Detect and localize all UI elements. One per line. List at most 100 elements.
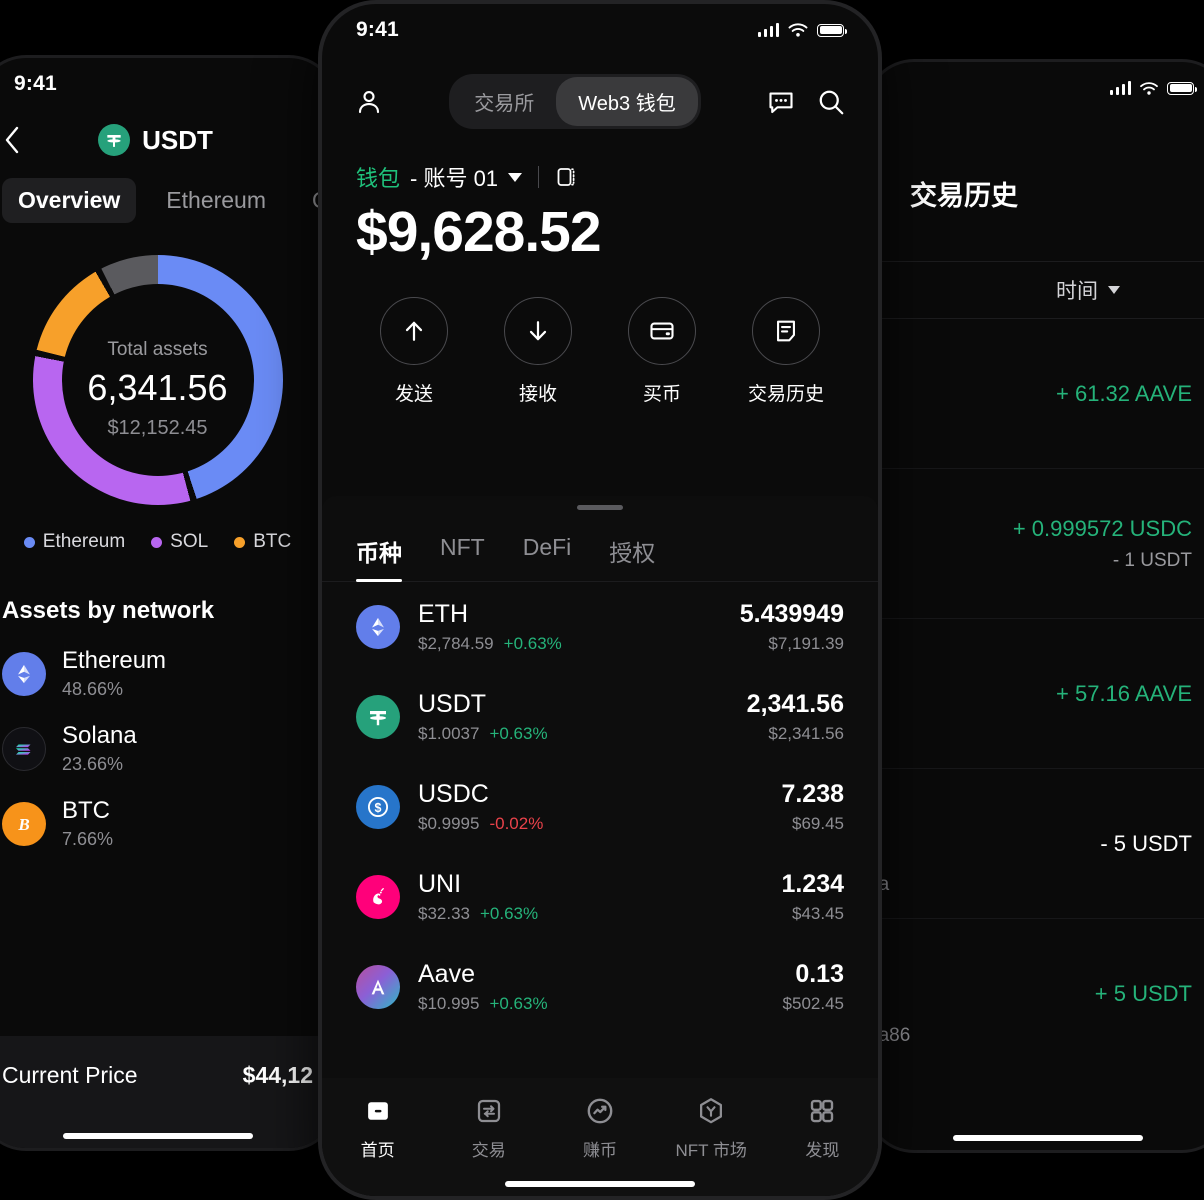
action-label: 接收 [518,384,557,405]
donut-ring [32,255,283,505]
center-header: 交易所 Web3 钱包 [322,56,878,135]
swap-icon [433,1092,544,1130]
nav-item-earn[interactable]: 赚币 [544,1092,655,1161]
token-amount: 7.238 [781,780,844,808]
home-icon [322,1092,433,1130]
tab-overview[interactable]: Overview [2,178,137,223]
transaction-row[interactable]: + 61.32 AAVE ) [868,319,1204,469]
left-phone: 9:41 USDT Overview Ethereum O Total asse… [0,58,335,1148]
signal-icon [1109,81,1131,95]
token-change: -0.02% [489,814,544,833]
donut-label: Total assets [107,339,208,360]
transaction-amount: + 5 USDT [1094,981,1192,1006]
nav-item-discover[interactable]: 发现 [767,1092,878,1161]
nft-icon [656,1092,767,1130]
token-change: +0.63% [489,994,548,1013]
nav-label: NFT 市场 [675,1141,747,1160]
nav-item-home[interactable]: 首页 [322,1092,433,1161]
arrow-down-icon [504,297,572,365]
token-info: Aave $10.995 +0.63% [418,960,765,1014]
battery-icon [1167,81,1197,95]
token-value: $2,341.56 [768,724,844,743]
time-filter[interactable]: 时间 [868,261,1204,319]
right-phone-screen: 交易历史 时间 + 61.32 AAVE ) + 0.999572 USDC -… [868,62,1204,1150]
legend-dot-btc [234,536,246,548]
segment-exchange[interactable]: 交易所 [474,93,535,115]
right-phone: 交易历史 时间 + 61.32 AAVE ) + 0.999572 USDC -… [868,62,1204,1150]
token-row-eth[interactable]: ETH $2,784.59 +0.63% 5.439949 $7,191.39 [322,582,878,672]
tab-approvals[interactable]: 授权 [609,540,656,566]
nav-item-nft-market[interactable]: NFT 市场 [656,1092,767,1161]
svg-text:B: B [17,815,29,834]
token-row-uni[interactable]: UNI $32.33 +0.63% 1.234 $43.45 [322,852,878,942]
transaction-sub: - 1 USDT [1112,549,1192,571]
token-row-usdc[interactable]: $ USDC $0.9995 -0.02% 7.238 $69.45 [322,762,878,852]
legend-item-ethereum: Ethereum [23,531,126,553]
chart-legend: Ethereum SOL BTC [0,531,335,553]
tab-ethereum[interactable]: Ethereum [166,187,267,213]
transaction-amount: + 57.16 AAVE [1056,680,1192,706]
network-row-btc[interactable]: B BTC 7.66% [0,775,335,850]
token-symbol: USDT [418,690,487,718]
token-price-row: $0.9995 -0.02% [418,814,763,834]
network-pct: 48.66% [62,679,124,699]
tab-defi[interactable]: DeFi [522,534,572,560]
copy-icon[interactable] [555,164,579,190]
transaction-row[interactable]: + 0.999572 USDC - 1 USDT [868,469,1204,619]
network-name: BTC [62,797,110,824]
bitcoin-icon: B [2,801,46,846]
token-holdings: 1.234 $43.45 [781,870,844,924]
left-tab-bar: Overview Ethereum O [0,156,335,223]
network-row-ethereum[interactable]: Ethereum 48.66% [0,625,335,700]
token-row-aave[interactable]: Aave $10.995 +0.63% 0.13 $502.45 [322,942,878,1032]
action-send[interactable]: 发送 [358,297,470,406]
wifi-icon [1140,81,1158,95]
transaction-hash: ba86 [868,1025,911,1046]
token-info: UNI $32.33 +0.63% [418,870,763,924]
chevron-down-icon[interactable] [508,172,523,182]
status-icons [757,22,847,38]
transaction-amount: - 5 USDT [1100,830,1192,856]
action-receive[interactable]: 接收 [482,297,594,406]
arrow-up-icon [380,297,448,365]
chevron-left-icon[interactable] [2,124,22,156]
network-info-solana: Solana 23.66% [62,722,137,775]
home-indicator [505,1181,695,1187]
account-name: - 账号 01 [410,166,499,191]
nav-item-trade[interactable]: 交易 [433,1092,544,1161]
center-phone: 9:41 交易所 Web3 钱包 [322,4,878,1196]
segment-web3-wallet[interactable]: Web3 钱包 [556,77,698,126]
transaction-row[interactable]: + 5 USDT ba86 [868,919,1204,1069]
legend-dot-sol [151,536,163,548]
chevron-down-icon [1108,286,1120,294]
account-selector[interactable]: 钱包 - 账号 01 [322,135,878,193]
legend-item-sol: SOL [151,531,208,553]
legend-label-ethereum: Ethereum [42,531,126,552]
left-status-bar: 9:41 [0,58,335,110]
transaction-row[interactable]: + 57.16 AAVE [868,619,1204,769]
token-row-usdt[interactable]: USDT $1.0037 +0.63% 2,341.56 $2,341.56 [322,672,878,762]
token-price: $10.995 [418,994,480,1013]
nav-label: 首页 [360,1141,395,1160]
action-history[interactable]: 交易历史 [730,297,842,406]
header-icons [766,87,846,117]
left-token-symbol: USDT [142,124,213,155]
token-price-row: $1.0037 +0.63% [418,724,729,744]
person-icon[interactable] [354,87,384,117]
sheet-grabber[interactable] [577,505,623,510]
donut-value: 6,341.56 [87,367,228,408]
home-indicator [62,1133,253,1139]
chat-icon[interactable] [766,87,796,117]
search-icon[interactable] [816,87,846,117]
transaction-row[interactable]: - 5 USDT 0a [868,769,1204,919]
action-buy[interactable]: 买币 [606,297,718,406]
wallet-label: 钱包 [356,166,401,191]
bottom-nav-bar: 首页 交易 赚币 [322,1078,878,1196]
network-row-solana[interactable]: Solana 23.66% [0,700,335,775]
legend-item-btc: BTC [234,531,291,553]
action-label: 交易历史 [747,384,824,405]
token-holdings: 2,341.56 $2,341.56 [747,690,844,744]
tab-nft[interactable]: NFT [440,534,485,560]
tab-coins[interactable]: 币种 [356,534,402,582]
svg-text:$: $ [375,801,382,815]
